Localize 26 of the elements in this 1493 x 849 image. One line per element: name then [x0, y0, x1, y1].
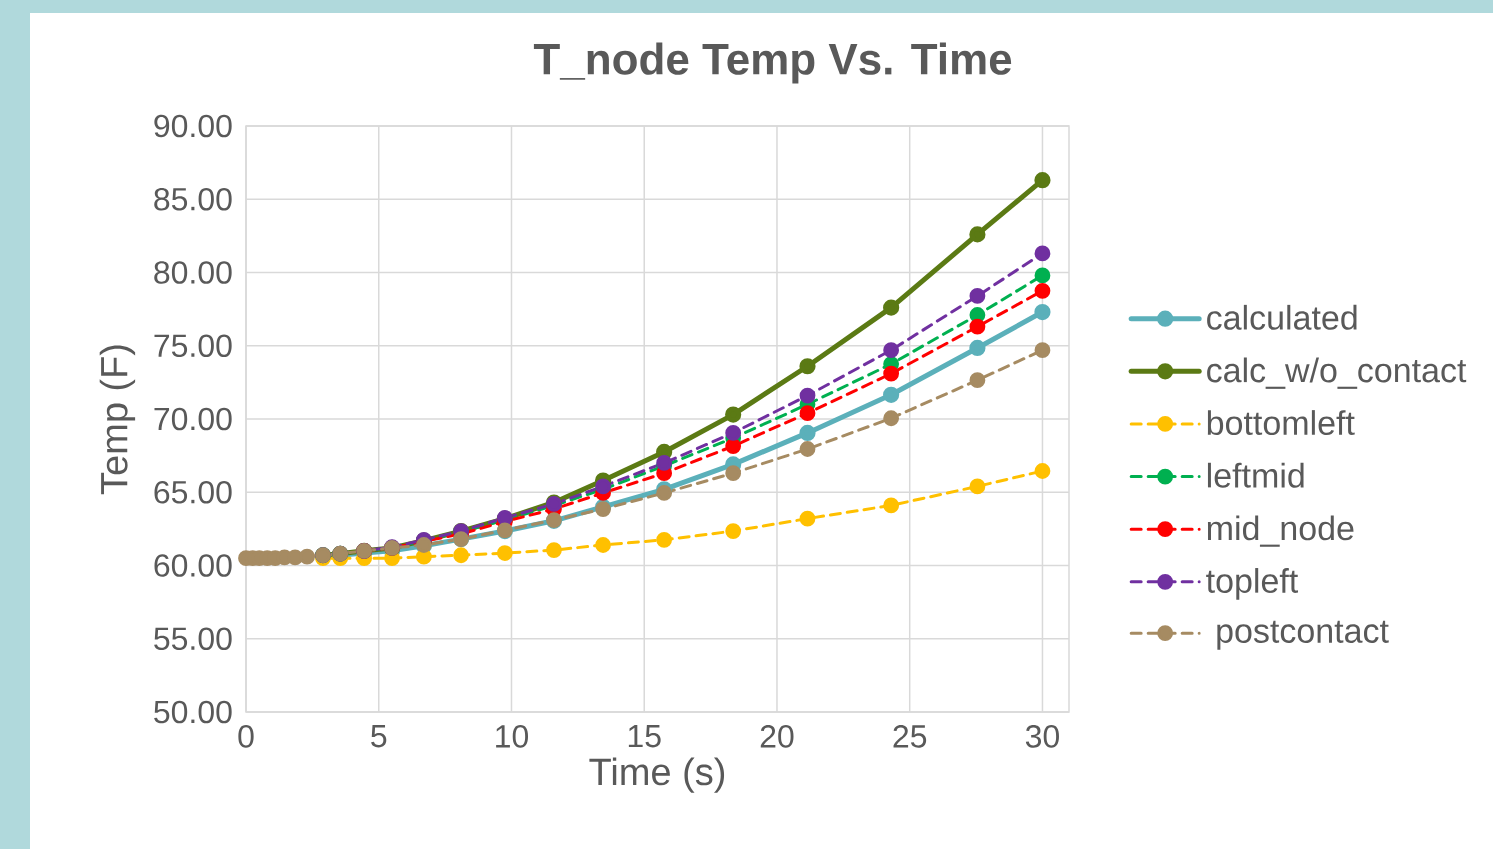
y-tick-label: 65.00: [154, 480, 232, 504]
x-tick-label: 15: [628, 725, 661, 748]
legend-label: topleft: [1206, 568, 1299, 600]
y-tick-label: 60.00: [154, 554, 232, 577]
legend-label: bottomleft: [1207, 410, 1355, 436]
legend-label: leftmid: [1207, 462, 1304, 488]
x-axis-title: Time (s): [589, 757, 725, 793]
legend-label: calc_w/o_contact: [1207, 357, 1467, 389]
y-tick-label: 80.00: [154, 261, 232, 284]
y-tick-label: 50.00: [154, 700, 232, 724]
legend-label: calculated: [1207, 304, 1357, 330]
x-tick-label: 20: [760, 725, 794, 748]
y-tick-label: 75.00: [154, 334, 232, 358]
x-tick-label: 30: [1025, 725, 1059, 748]
y-axis-title: Temp (F): [99, 345, 136, 495]
chart-title: T_node Temp Vs. Time: [533, 42, 1012, 84]
y-tick-label: 90.00: [154, 114, 232, 138]
legend-label: mid_node: [1207, 515, 1354, 547]
y-tick-label: 55.00: [154, 627, 232, 651]
y-tick-label: 85.00: [154, 187, 232, 211]
x-tick-label: 10: [496, 725, 529, 748]
y-tick-label: 70.00: [154, 407, 232, 431]
x-tick-label: 0: [238, 725, 254, 748]
x-tick-label: 25: [893, 725, 927, 748]
legend-label: postcontact: [1217, 620, 1389, 650]
x-tick-label: 5: [371, 725, 387, 748]
